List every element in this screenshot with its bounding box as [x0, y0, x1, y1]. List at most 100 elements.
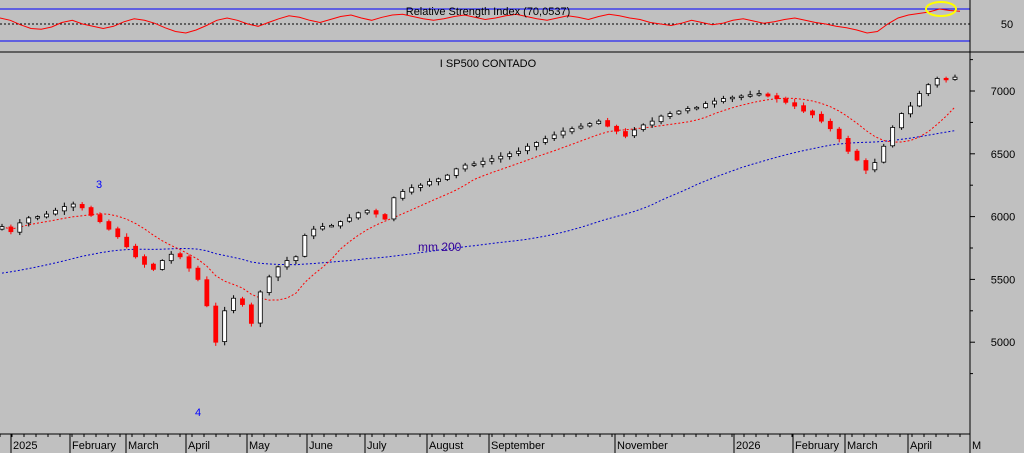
candle: [0, 223, 5, 231]
candle: [810, 109, 815, 119]
candle: [694, 105, 700, 111]
candle: [355, 211, 361, 220]
candle: [783, 96, 789, 105]
rsi-line: [0, 8, 961, 34]
candle: [133, 243, 138, 259]
candle-body: [863, 160, 869, 171]
candle-body: [293, 256, 299, 261]
candle-body: [8, 226, 14, 233]
candle-body: [151, 263, 156, 270]
candle-body: [952, 76, 958, 80]
candle: [578, 123, 584, 130]
candle: [845, 135, 851, 154]
candle-body: [560, 130, 566, 136]
candle: [61, 202, 67, 215]
candle-body: [854, 150, 860, 161]
candle: [293, 255, 299, 265]
candle-body: [106, 221, 112, 230]
candle-body: [444, 174, 450, 180]
candle: [373, 208, 379, 218]
candle: [819, 111, 824, 124]
candle: [756, 89, 762, 97]
candle-body: [569, 128, 575, 133]
candle: [115, 226, 121, 239]
candle-body: [747, 94, 753, 97]
candle-body: [542, 138, 548, 143]
candle: [195, 265, 201, 282]
candle: [738, 94, 744, 101]
candle: [916, 90, 922, 108]
candle: [106, 219, 112, 231]
candle: [854, 148, 860, 162]
price-chart-title: I SP500 CONTADO: [440, 58, 537, 70]
candle-body: [338, 221, 343, 227]
candle-body: [845, 138, 851, 152]
candle-body: [257, 291, 263, 324]
candle: [899, 112, 904, 130]
y-tick-label: 5500: [991, 274, 1015, 286]
candle: [248, 302, 254, 327]
candle-body: [756, 93, 762, 96]
candle-body: [329, 224, 334, 228]
candle-body: [783, 98, 789, 103]
x-tick-label: M: [972, 440, 981, 452]
candle: [462, 162, 468, 172]
candle: [471, 161, 477, 167]
candle: [391, 196, 397, 222]
candle: [409, 184, 415, 195]
candle: [311, 225, 317, 240]
candle-body: [516, 150, 521, 154]
candle: [560, 127, 566, 139]
candle: [444, 173, 450, 182]
candle-body: [792, 102, 798, 107]
candle-body: [819, 113, 824, 122]
y-tick-label: 5000: [991, 337, 1015, 349]
candle-body: [142, 256, 147, 265]
candle: [631, 127, 637, 138]
candle-body: [391, 197, 397, 220]
x-tick-label: April: [910, 440, 932, 452]
candle-body: [133, 245, 138, 258]
candle-body: [17, 222, 23, 233]
candle-body: [436, 178, 441, 183]
candle-body: [222, 310, 228, 343]
candle-body: [302, 235, 308, 257]
candle-body: [676, 110, 682, 115]
candle-body: [916, 93, 922, 107]
candle: [587, 122, 593, 128]
candle-body: [275, 266, 281, 278]
candle-body: [614, 125, 619, 132]
candle: [596, 119, 602, 125]
candle-body: [525, 145, 530, 152]
candle: [605, 117, 611, 128]
candle-body: [364, 209, 370, 214]
candle-body: [578, 125, 584, 129]
x-tick-label: 2025: [13, 440, 37, 452]
candle: [320, 222, 326, 231]
candle-body: [765, 93, 771, 97]
candle-body: [881, 145, 887, 163]
candle: [774, 92, 780, 103]
candle-body: [177, 253, 183, 258]
candle: [302, 233, 308, 258]
candle-body: [346, 217, 352, 222]
candle-body: [53, 209, 58, 215]
x-tick-label: August: [429, 440, 463, 452]
candle: [703, 101, 709, 109]
candle: [338, 220, 343, 229]
candle-body: [507, 153, 513, 157]
candle: [658, 114, 664, 125]
candle-body: [240, 298, 245, 305]
candle-body: [159, 260, 165, 270]
candle-body: [649, 120, 655, 126]
candle-body: [400, 191, 406, 199]
candle: [436, 177, 441, 186]
y-tick-label: 6500: [991, 149, 1015, 161]
candle-body: [872, 162, 878, 171]
candle-body: [26, 217, 32, 224]
candle-body: [70, 203, 76, 208]
x-tick-label: June: [309, 440, 333, 452]
candle: [498, 152, 504, 163]
candle: [168, 251, 174, 264]
